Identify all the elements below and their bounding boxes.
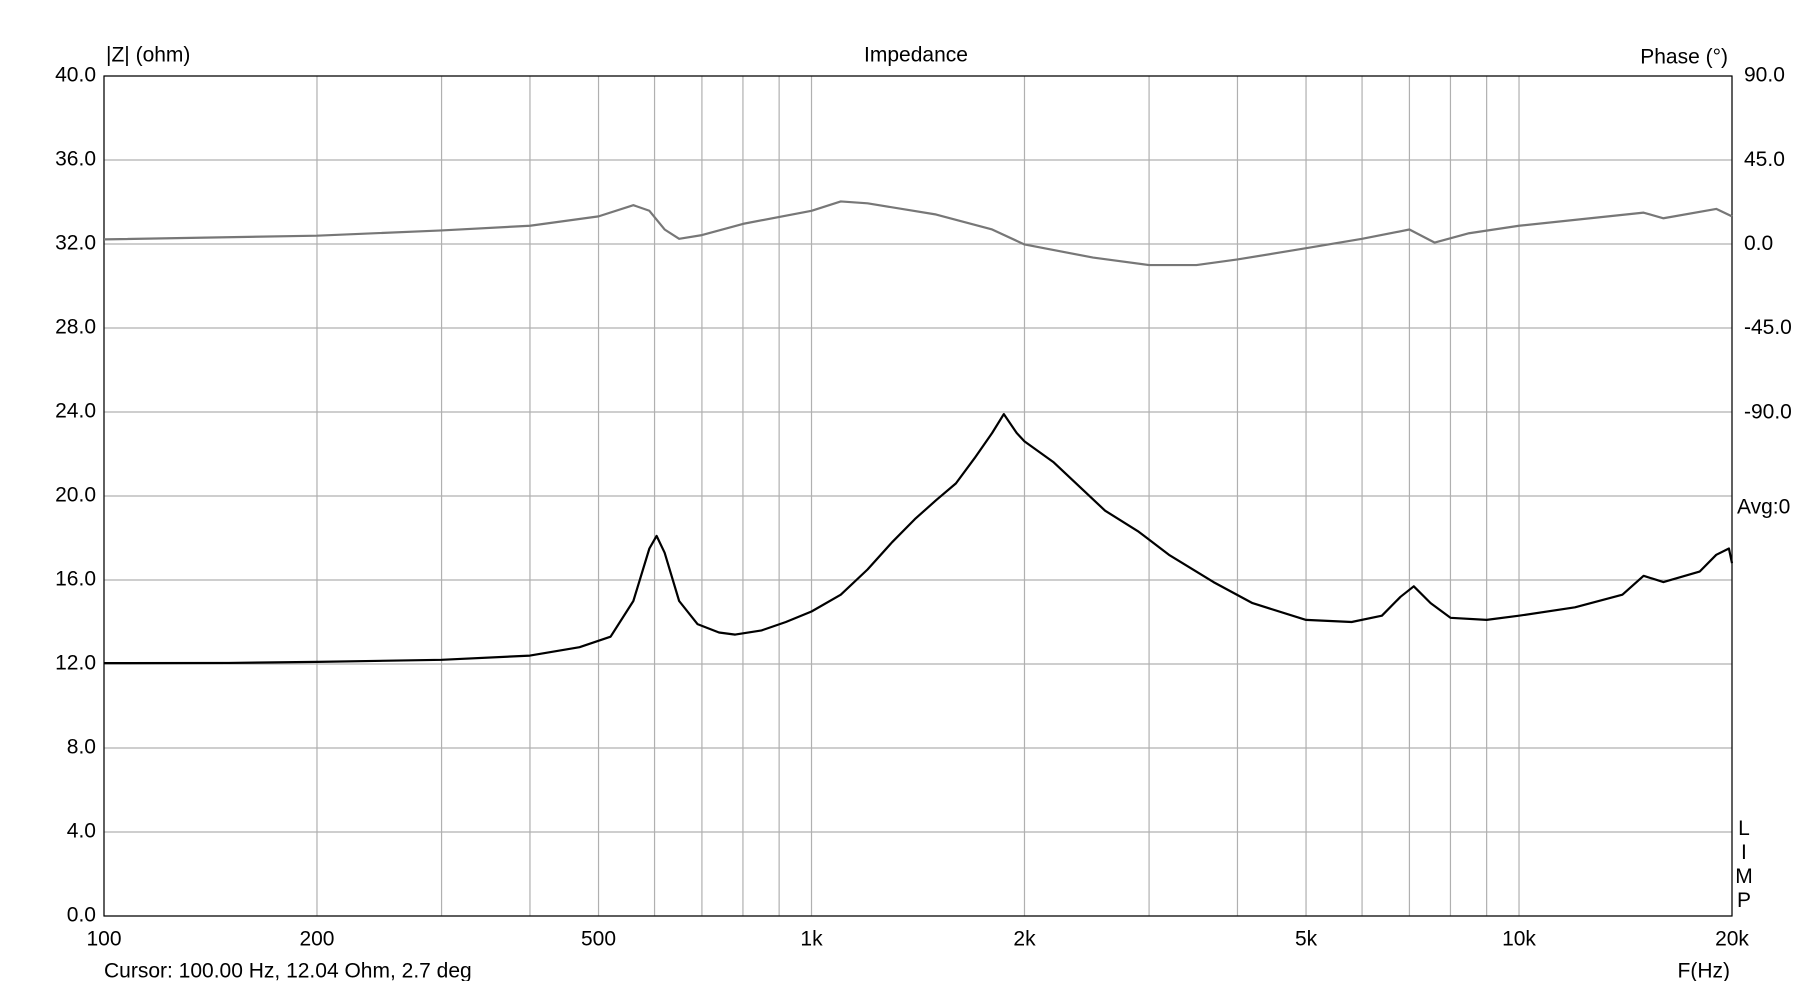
y-tick-label: 8.0 (67, 736, 96, 759)
x-tick-label: 1k (800, 928, 823, 951)
y2-tick-label: 0.0 (1744, 232, 1773, 255)
y-tick-label: 36.0 (55, 148, 96, 171)
data-line (103, 413, 1734, 665)
y-tick-label: 0.0 (67, 904, 96, 927)
y-tick-label: 32.0 (55, 232, 96, 255)
plot-frame (103, 75, 1733, 917)
y-tick-label: 40.0 (55, 64, 96, 87)
y-axis-label: |Z| (ohm) (106, 44, 190, 67)
x-tick-label: 200 (299, 928, 334, 951)
y-tick-label: 28.0 (55, 316, 96, 339)
x-tick-label: 10k (1502, 928, 1536, 951)
y-tick-label: 24.0 (55, 400, 96, 423)
y2-axis-label: Phase (°) (1640, 46, 1728, 69)
y2-tick-label: 90.0 (1744, 64, 1785, 87)
chart-title: Impedance (864, 44, 968, 67)
y-tick-label: 12.0 (55, 652, 96, 675)
x-tick-label: 2k (1013, 928, 1036, 951)
x-axis-label: F(Hz) (1678, 960, 1730, 981)
x-tick-label: 5k (1295, 928, 1318, 951)
average-annotation: Avg:0 (1737, 496, 1790, 519)
cursor-readout: Cursor: 100.00 Hz, 12.04 Ohm, 2.7 deg (104, 960, 472, 981)
side-label: LIMP (1732, 817, 1755, 913)
y-tick-label: 20.0 (55, 484, 96, 507)
data-line (103, 200, 1733, 267)
y-tick-label: 16.0 (55, 568, 96, 591)
x-tick-label: 20k (1715, 928, 1749, 951)
x-tick-label: 500 (581, 928, 616, 951)
y-tick-label: 4.0 (67, 820, 96, 843)
y2-tick-label: 45.0 (1744, 148, 1785, 171)
y2-tick-label: -45.0 (1744, 316, 1792, 339)
x-tick-label: 100 (86, 928, 121, 951)
y2-tick-label: -90.0 (1744, 400, 1792, 423)
